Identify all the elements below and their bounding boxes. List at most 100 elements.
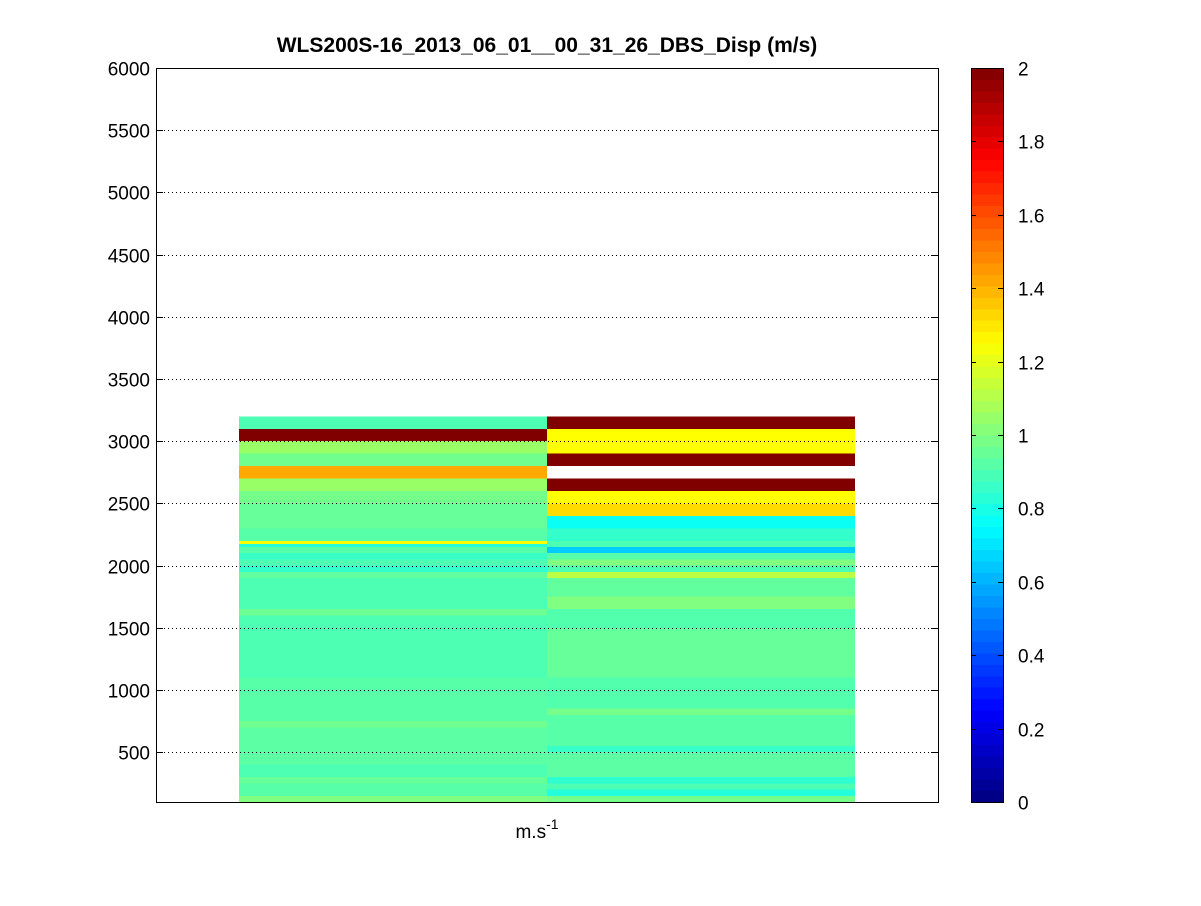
colorbar-swatch bbox=[971, 274, 1003, 287]
colorbar-swatch bbox=[971, 251, 1003, 264]
heatmap-cell-col1 bbox=[239, 546, 547, 554]
heatmap-cell-col2 bbox=[547, 503, 855, 516]
colorbar-swatch bbox=[971, 412, 1003, 424]
y-axis: 500 1000 1500 2000 2500 3000 3500 4000 4500 5000 5… bbox=[108, 60, 938, 765]
y-tick-label: 2000 bbox=[108, 558, 150, 579]
y-tick-label: 1000 bbox=[108, 682, 150, 703]
heatmap-cell-col1 bbox=[239, 416, 547, 429]
colorbar-swatch bbox=[971, 377, 1003, 390]
colorbar-swatch bbox=[971, 492, 1003, 505]
heatmap-cell-col1 bbox=[239, 565, 547, 572]
colorbar-swatch bbox=[971, 435, 1003, 447]
colorbar-tick-label: 1.4 bbox=[1018, 280, 1045, 301]
colorbar-swatch bbox=[971, 262, 1003, 275]
heatmap-cell-col2 bbox=[547, 795, 855, 802]
colorbar-swatch bbox=[971, 572, 1003, 585]
heatmap-cell-col2 bbox=[547, 553, 855, 560]
colorbar-swatch bbox=[971, 240, 1003, 252]
colorbar-swatch bbox=[971, 217, 1003, 229]
colorbar-swatch bbox=[971, 675, 1003, 688]
colorbar-tick-label: 1 bbox=[1018, 427, 1029, 448]
heatmap-cell-col1 bbox=[239, 453, 547, 467]
colorbar-swatch bbox=[971, 733, 1003, 746]
colorbar-tick-label: 0.8 bbox=[1018, 500, 1044, 521]
heatmap-cell-col1 bbox=[239, 540, 547, 544]
heatmap-cell-col2 bbox=[547, 528, 855, 541]
colorbar-swatch bbox=[971, 469, 1003, 482]
colorbar-swatch bbox=[971, 90, 1003, 103]
colorbar-tick-label: 0.6 bbox=[1018, 574, 1044, 595]
colorbar-tick-label: 0.2 bbox=[1018, 721, 1044, 742]
heatmap-cell-col2 bbox=[547, 478, 855, 491]
colorbar-swatch bbox=[971, 331, 1003, 344]
colorbar-swatch bbox=[971, 102, 1003, 115]
heatmap-cell-col2 bbox=[547, 540, 855, 547]
colorbar-swatch bbox=[971, 389, 1003, 401]
colorbar-swatch bbox=[971, 159, 1003, 172]
heatmap-cell-col1 bbox=[239, 559, 547, 566]
heatmap-cell-col1 bbox=[239, 543, 547, 547]
colorbar-swatch bbox=[971, 343, 1003, 356]
heatmap-cell-col2 bbox=[547, 777, 855, 784]
colorbar-swatch bbox=[971, 744, 1003, 757]
heatmap-cell-col2 bbox=[547, 609, 855, 628]
chart-title: WLS200S-16_2013_06_01__00_31_26_DBS_Disp… bbox=[277, 34, 818, 57]
colorbar-swatch bbox=[971, 457, 1003, 470]
heatmap-cell-col1 bbox=[239, 721, 547, 728]
heatmap-cell-col1 bbox=[239, 615, 547, 678]
heatmap-cell-col2 bbox=[547, 571, 855, 579]
y-tick-label: 1500 bbox=[108, 620, 150, 641]
colorbar-swatch bbox=[971, 790, 1003, 803]
colorbar-swatch bbox=[971, 423, 1003, 436]
colorbar-tick-label: 2 bbox=[1018, 60, 1029, 81]
heatmap-cell-col2 bbox=[547, 546, 855, 554]
colorbar-swatch bbox=[971, 779, 1003, 791]
y-tick-label: 500 bbox=[118, 744, 150, 765]
heatmap-cell-col1 bbox=[239, 609, 547, 616]
colorbar-swatch bbox=[971, 687, 1003, 700]
colorbar-swatch bbox=[971, 698, 1003, 711]
plot-area bbox=[239, 416, 855, 802]
heatmap-cell-col1 bbox=[239, 783, 547, 796]
x-axis-label-superscript: -1 bbox=[546, 816, 559, 832]
heatmap-cell-col2 bbox=[547, 746, 855, 753]
y-tick-label: 4000 bbox=[108, 309, 150, 330]
heatmap-cell-col2 bbox=[547, 627, 855, 678]
colorbar-tick-label: 1.6 bbox=[1018, 207, 1044, 228]
heatmap-cell-col2 bbox=[547, 789, 855, 796]
colorbar-swatch bbox=[971, 538, 1003, 551]
heatmap-cell-col2 bbox=[547, 596, 855, 610]
colorbar-swatch bbox=[971, 297, 1003, 310]
y-tick-label: 5500 bbox=[108, 122, 150, 143]
heatmap-cell-col1 bbox=[239, 727, 547, 765]
heatmap-cell-col2 bbox=[547, 490, 855, 504]
colorbar-swatch bbox=[971, 756, 1003, 768]
colorbar-swatch bbox=[971, 710, 1003, 723]
colorbar-tick-label: 1.2 bbox=[1018, 354, 1044, 375]
heatmap-cell-col2 bbox=[547, 783, 855, 790]
y-tick-label: 3500 bbox=[108, 371, 150, 392]
heatmap-cell-col2 bbox=[547, 677, 855, 709]
colorbar-swatch bbox=[971, 664, 1003, 677]
heatmap-cell-col1 bbox=[239, 428, 547, 442]
colorbar-swatch bbox=[971, 618, 1003, 631]
colorbar-swatch bbox=[971, 480, 1003, 493]
colorbar-swatch bbox=[971, 308, 1003, 321]
colorbar-swatch bbox=[971, 79, 1003, 92]
y-tick-label: 2500 bbox=[108, 495, 150, 516]
colorbar-swatch bbox=[971, 148, 1003, 161]
colorbar-tick-label: 0.4 bbox=[1018, 647, 1045, 668]
colorbar-swatch bbox=[971, 171, 1003, 184]
colorbar-swatch bbox=[971, 400, 1003, 413]
colorbar-swatch bbox=[971, 652, 1003, 665]
colorbar-swatch bbox=[971, 641, 1003, 654]
heatmap-cell-col1 bbox=[239, 553, 547, 560]
colorbar-swatch bbox=[971, 320, 1003, 333]
colorbar-swatch bbox=[971, 561, 1003, 574]
y-tick-label: 4500 bbox=[108, 247, 150, 268]
plot-border bbox=[156, 68, 939, 803]
colorbar-swatch bbox=[971, 629, 1003, 642]
x-axis-label-base: m.s bbox=[515, 822, 546, 843]
colorbar-swatch bbox=[971, 194, 1003, 207]
